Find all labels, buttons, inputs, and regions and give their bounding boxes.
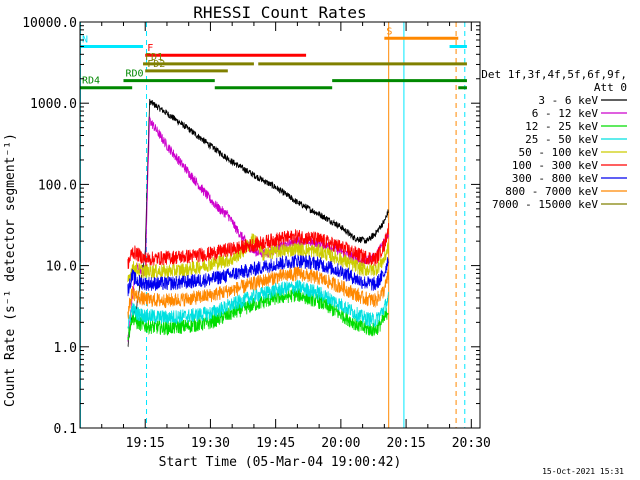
y-tick-label-0: 0.1 bbox=[54, 422, 77, 437]
footer-date: 15-Oct-2021 15:31 bbox=[542, 467, 624, 476]
legend-entry-4: 50 - 100 keV bbox=[519, 146, 599, 159]
x-axis-label: Start Time (05-Mar-04 19:00:42) bbox=[159, 455, 402, 470]
x-tick-label-5: 20:30 bbox=[452, 436, 491, 451]
y-tick-label-4: 1000.0 bbox=[30, 97, 77, 112]
series-line-6 bbox=[127, 254, 389, 297]
legend-header-line-2: Att 0 bbox=[594, 81, 627, 94]
chart-title: RHESSI Count Rates bbox=[193, 3, 366, 22]
series-line-5 bbox=[127, 223, 389, 269]
series-line-2 bbox=[127, 287, 389, 341]
flag-label-s: S bbox=[386, 26, 392, 37]
legend-entry-3: 25 - 50 keV bbox=[525, 133, 598, 146]
y-tick-label-5: 10000.0 bbox=[22, 16, 77, 31]
x-tick-label-4: 20:15 bbox=[387, 436, 426, 451]
series-line-0 bbox=[127, 98, 389, 348]
x-tick-label-0: 19:15 bbox=[126, 436, 165, 451]
legend-entry-5: 100 - 300 keV bbox=[512, 159, 598, 172]
legend-entry-6: 300 - 800 keV bbox=[512, 172, 598, 185]
legend-entry-1: 6 - 12 keV bbox=[532, 107, 599, 120]
legend-entry-0: 3 - 6 keV bbox=[538, 94, 598, 107]
legend-entry-2: 12 - 25 keV bbox=[525, 120, 598, 133]
flag-label-n: N bbox=[82, 34, 88, 45]
axes: 0.1 1.0 10.0 100.0 1000.0 10000.0 19:15 19:30 19… bbox=[22, 16, 491, 451]
flag-label-f: F bbox=[147, 43, 153, 54]
y-tick-label-2: 10.0 bbox=[46, 260, 77, 275]
flag-label-rd0: RD0 bbox=[125, 69, 143, 80]
legend-entry-7: 800 - 7000 keV bbox=[505, 185, 598, 198]
y-tick-label-1: 1.0 bbox=[54, 341, 77, 356]
flag-label-fd1: FD1 bbox=[145, 52, 163, 63]
legend-header-line-1: Det 1f,3f,4f,5f,6f,9f, bbox=[481, 68, 627, 81]
x-tick-label-3: 20:00 bbox=[321, 436, 360, 451]
y-axis-label: Count Rate (s⁻¹ detector segment⁻¹) bbox=[3, 133, 18, 407]
series-line-1 bbox=[127, 116, 389, 342]
x-tick-label-1: 19:30 bbox=[191, 436, 230, 451]
x-tick-label-2: 19:45 bbox=[256, 436, 295, 451]
legend-entry-8: 7000 - 15000 keV bbox=[492, 198, 598, 211]
flag-label-rd4: RD4 bbox=[82, 76, 100, 87]
flag-label-fd2: FD2 bbox=[147, 59, 165, 70]
plot-frame bbox=[79, 21, 481, 429]
y-tick-label-3: 100.0 bbox=[38, 178, 77, 193]
plot-inner bbox=[80, 22, 467, 428]
series-line-7 bbox=[127, 266, 389, 319]
series-line-3 bbox=[127, 279, 389, 329]
